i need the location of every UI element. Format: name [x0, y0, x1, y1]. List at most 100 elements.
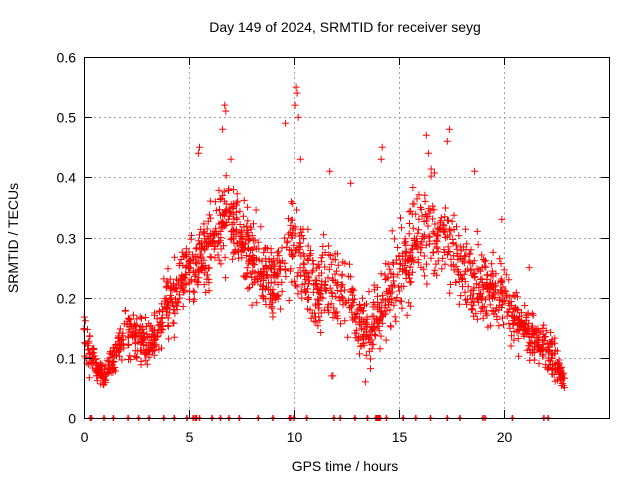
data-point: [539, 336, 546, 344]
data-point: [200, 228, 208, 236]
data-point: [484, 323, 492, 331]
data-point: [497, 260, 505, 268]
data-point: [220, 197, 228, 205]
data-point: [244, 236, 252, 244]
data-point: [384, 295, 392, 303]
data-point: [524, 327, 532, 335]
data-point: [150, 343, 158, 351]
data-point: [314, 295, 322, 303]
data-point: [447, 281, 454, 288]
data-point: [86, 332, 94, 340]
data-point: [212, 207, 220, 215]
data-point: [433, 271, 441, 279]
data-point: [426, 209, 434, 217]
data-point: [230, 186, 237, 194]
data-point: [181, 270, 189, 278]
data-point: [405, 299, 413, 307]
data-point: [142, 356, 150, 364]
data-point: [240, 196, 248, 204]
data-point: [550, 365, 558, 372]
data-point: [282, 273, 290, 280]
data-point: [109, 364, 116, 372]
data-point: [479, 256, 487, 263]
data-point: [244, 217, 252, 225]
data-point-outlier: [377, 155, 385, 163]
data-point: [311, 280, 319, 288]
data-point: [402, 241, 410, 249]
data-point: [369, 303, 377, 311]
data-point: [316, 290, 324, 298]
data-point: [367, 355, 374, 363]
data-point: [198, 259, 205, 267]
data-point: [119, 329, 127, 337]
data-point: [292, 281, 299, 289]
data-point: [289, 251, 297, 259]
data-point: [90, 346, 98, 353]
data-point: [277, 305, 285, 313]
data-point-outlier: [291, 101, 299, 109]
data-point: [462, 246, 470, 253]
data-point: [289, 200, 297, 207]
data-point: [131, 347, 139, 355]
data-point: [352, 329, 360, 337]
data-point: [328, 288, 336, 296]
data-point: [219, 192, 227, 199]
data-point: [225, 212, 233, 220]
data-point: [459, 283, 466, 291]
data-point: [529, 311, 537, 319]
data-point: [403, 248, 411, 256]
data-point: [331, 270, 339, 278]
data-point: [234, 197, 242, 205]
data-point-outlier: [296, 155, 304, 163]
data-point: [123, 318, 131, 326]
data-point: [216, 206, 223, 214]
data-point: [448, 217, 456, 225]
data-point: [230, 239, 238, 247]
data-point: [324, 306, 332, 314]
y-tick-label: 0.2: [57, 291, 77, 307]
data-point: [535, 360, 543, 368]
data-point: [106, 354, 114, 362]
data-point: [326, 252, 334, 259]
data-point: [376, 345, 384, 353]
data-point: [338, 294, 346, 302]
data-point: [409, 253, 417, 261]
data-point: [455, 232, 463, 240]
data-point: [232, 225, 240, 233]
data-point: [483, 285, 491, 293]
data-point: [293, 272, 301, 280]
data-point: [196, 265, 204, 273]
data-point: [317, 329, 325, 336]
data-point: [518, 309, 525, 317]
data-point: [390, 260, 397, 268]
data-point: [200, 281, 208, 289]
data-point: [427, 172, 435, 180]
data-point: [457, 292, 465, 300]
data-point: [221, 253, 229, 261]
data-point: [102, 376, 109, 384]
data-point: [484, 288, 492, 296]
data-point: [398, 304, 406, 312]
y-axis-label: SRMTID / TECUs: [5, 183, 21, 293]
data-point: [253, 299, 261, 307]
data-point: [259, 277, 267, 284]
data-point: [555, 359, 563, 367]
data-point: [527, 340, 534, 348]
data-point: [470, 312, 478, 320]
data-point: [164, 265, 172, 273]
data-point: [438, 265, 446, 273]
data-point: [178, 276, 186, 284]
data-point: [124, 314, 132, 322]
data-point: [533, 334, 541, 342]
data-point: [360, 317, 367, 325]
data-point: [482, 296, 490, 304]
data-point: [376, 316, 384, 323]
data-point: [309, 266, 317, 274]
data-point: [319, 243, 327, 250]
data-point: [268, 303, 276, 311]
data-point: [318, 258, 326, 266]
data-point: [299, 250, 307, 258]
data-point: [382, 336, 390, 344]
data-point: [244, 203, 252, 211]
data-point-outlier: [194, 149, 202, 157]
